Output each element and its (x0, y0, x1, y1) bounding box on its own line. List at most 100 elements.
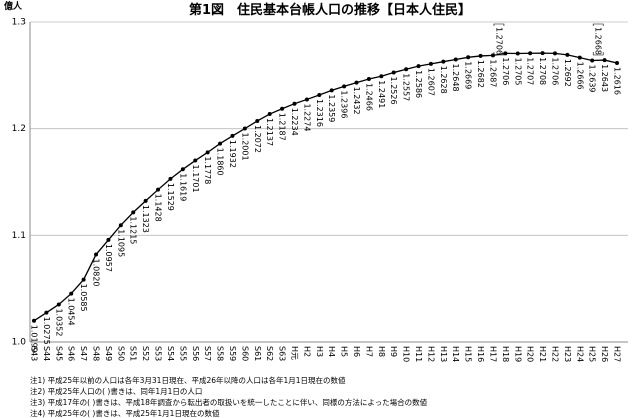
footnote: 注2) 平成25年人口の( )書きは、同年1月1日の人口 (30, 386, 202, 396)
data-label: 1.2137 (265, 118, 274, 146)
x-tick-label: H16 (476, 346, 485, 362)
x-tick-label: H5 (340, 346, 349, 357)
data-label: 1.2692 (563, 59, 572, 87)
x-tick-label: S56 (191, 346, 200, 361)
marker (267, 112, 272, 117)
x-tick-label: S54 (166, 346, 175, 361)
x-tick-label: S43 (30, 346, 39, 361)
x-tick-label: H10 (402, 346, 411, 362)
marker (577, 55, 582, 60)
x-tick-label: H9 (389, 346, 398, 357)
x-tick-label: H13 (439, 346, 448, 362)
marker (304, 97, 309, 102)
x-tick-label: S47 (79, 346, 88, 361)
data-label: 1.2526 (389, 77, 398, 105)
y-axis-label: 億人 (4, 0, 23, 12)
footnote: 注3) 平成17年の( )書きは、平成18年調査から転出者の取扱いを統一したこと… (30, 397, 428, 407)
data-label: 1.2491 (377, 80, 386, 108)
marker (180, 167, 185, 172)
marker (453, 57, 458, 62)
alt-label: 1.2668 (594, 27, 603, 55)
y-tick-label: 1.3 (12, 18, 26, 28)
x-tick-label: H4 (327, 346, 336, 357)
x-tick-label: H18 (501, 346, 510, 362)
marker (131, 210, 136, 215)
x-tick-label: H3 (315, 346, 324, 357)
x-tick-label: S63 (278, 346, 287, 361)
x-tick-label: S49 (104, 346, 113, 361)
x-tick-label: H19 (513, 346, 522, 362)
y-tick-label: 1.2 (12, 124, 26, 134)
x-tick-label: S46 (67, 346, 76, 361)
x-tick-label: H2 (302, 346, 311, 357)
marker (193, 158, 198, 163)
x-tick-label: S44 (42, 346, 51, 361)
marker (379, 74, 384, 79)
marker (329, 88, 334, 93)
marker (205, 150, 210, 155)
x-tick-label: S50 (116, 346, 125, 361)
marker (590, 58, 595, 63)
x-tick-label: H21 (538, 346, 547, 362)
x-tick-label: H23 (563, 346, 572, 362)
data-label: 1.2669 (464, 61, 473, 89)
data-label: 1.2708 (538, 57, 547, 85)
data-label: 1.2639 (588, 65, 597, 93)
x-tick-label: H8 (377, 346, 386, 357)
marker (255, 118, 260, 123)
y-tick-label: 1.0 (12, 338, 27, 348)
marker (156, 187, 161, 192)
data-label: 1.2706 (501, 57, 510, 85)
data-label: 1.2643 (600, 64, 609, 92)
marker (602, 58, 607, 63)
data-label: 1.2682 (476, 60, 485, 88)
marker (44, 310, 49, 315)
data-label: 1.0454 (67, 298, 76, 326)
marker (292, 101, 297, 106)
data-label: 1.2001 (240, 133, 249, 161)
marker (317, 92, 322, 97)
data-label: 1.1860 (216, 148, 225, 176)
marker (81, 277, 86, 282)
marker (168, 176, 173, 181)
data-label: 1.2705 (513, 57, 522, 85)
x-tick-label: S62 (265, 346, 274, 361)
marker (490, 53, 495, 58)
x-tick-label: S52 (141, 346, 150, 361)
x-tick-label: S59 (228, 346, 237, 361)
x-tick-label: S53 (154, 346, 163, 361)
data-label: 1.2586 (414, 70, 423, 98)
marker (342, 84, 347, 89)
data-label: 1.1932 (228, 140, 237, 168)
marker (354, 80, 359, 85)
marker (428, 61, 433, 66)
x-tick-label: H7 (364, 346, 373, 357)
data-label: 1.1095 (116, 229, 125, 257)
data-label: 1.2187 (278, 113, 287, 141)
marker (230, 133, 235, 138)
data-label: 1.1701 (191, 165, 200, 193)
marker (143, 198, 148, 203)
marker (404, 67, 409, 72)
x-tick-label: H25 (588, 346, 597, 362)
x-tick-label: S60 (240, 346, 249, 361)
marker (106, 237, 111, 242)
y-tick-label: 1.1 (12, 231, 26, 241)
data-label: 1.2628 (439, 66, 448, 94)
marker (391, 70, 396, 75)
data-label: 1.2648 (451, 64, 460, 92)
x-tick-label: S58 (216, 346, 225, 361)
marker (366, 76, 371, 81)
marker (540, 51, 545, 56)
x-tick-label: H17 (488, 346, 497, 362)
data-label: 1.2707 (526, 57, 535, 85)
data-label: 1.1529 (166, 183, 175, 211)
data-label: 1.2316 (315, 99, 324, 127)
alt-label: 1.2706 (494, 27, 503, 55)
data-label: 1.2359 (327, 94, 336, 122)
x-tick-label: H11 (414, 346, 423, 362)
x-tick-label: H20 (526, 346, 535, 362)
marker (69, 291, 74, 296)
footnote: 注1) 平成25年以前の人口は各年3月31日現在、平成26年以降の人口は各年1月… (30, 375, 346, 385)
